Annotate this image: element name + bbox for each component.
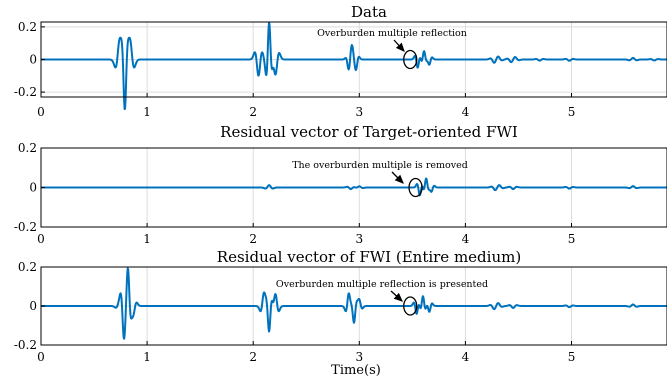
- x-tick-label: 4: [462, 232, 470, 246]
- x-tick-label: 0: [37, 350, 45, 364]
- y-tick-label: 0.2: [18, 141, 37, 155]
- y-tick-label: -0.2: [14, 338, 37, 352]
- chart-title: Data: [351, 3, 387, 21]
- x-axis-label: Time(s): [331, 363, 381, 378]
- x-tick-label: 5: [568, 232, 576, 246]
- annotation-circle: [403, 296, 418, 316]
- annotation-arrow: [391, 171, 404, 184]
- x-tick-label: 5: [568, 350, 576, 364]
- annotation-text: Overburden multiple reflection: [317, 28, 467, 39]
- x-tick-label: 0: [37, 232, 45, 246]
- x-tick-label: 1: [143, 232, 151, 246]
- annotation-text: The overburden multiple is removed: [292, 160, 468, 171]
- y-tick-label: 0: [29, 53, 37, 67]
- x-tick-label: 2: [249, 232, 257, 246]
- x-tick-label: 5: [568, 105, 576, 119]
- chart-title: Residual vector of FWI (Entire medium): [217, 248, 521, 266]
- x-tick-label: 4: [462, 350, 470, 364]
- annotation-circle: [403, 49, 418, 70]
- x-tick-label: 2: [249, 105, 257, 119]
- x-tick-label: 3: [355, 105, 363, 119]
- x-tick-label: 4: [462, 105, 470, 119]
- chart-title: Residual vector of Target-oriented FWI: [220, 123, 518, 141]
- x-tick-label: 3: [355, 350, 363, 364]
- x-tick-label: 2: [249, 350, 257, 364]
- y-tick-label: 0: [29, 181, 37, 195]
- x-tick-label: 1: [143, 105, 151, 119]
- y-tick-label: -0.2: [14, 220, 37, 234]
- annotation-arrow: [393, 39, 405, 52]
- x-tick-label: 3: [355, 232, 363, 246]
- x-tick-label: 1: [143, 350, 151, 364]
- series-line: [40, 177, 667, 197]
- annotation-text: Overburden multiple reflection is presen…: [276, 279, 488, 290]
- y-tick-label: 0: [29, 299, 37, 313]
- series-line: [40, 267, 667, 340]
- x-tick-label: 0: [37, 105, 45, 119]
- y-tick-label: -0.2: [14, 85, 37, 99]
- y-tick-label: 0.2: [18, 20, 37, 34]
- annotation-arrow: [390, 290, 403, 302]
- annotation-circle: [408, 177, 423, 198]
- series-line: [40, 21, 667, 111]
- y-tick-label: 0.2: [18, 260, 37, 274]
